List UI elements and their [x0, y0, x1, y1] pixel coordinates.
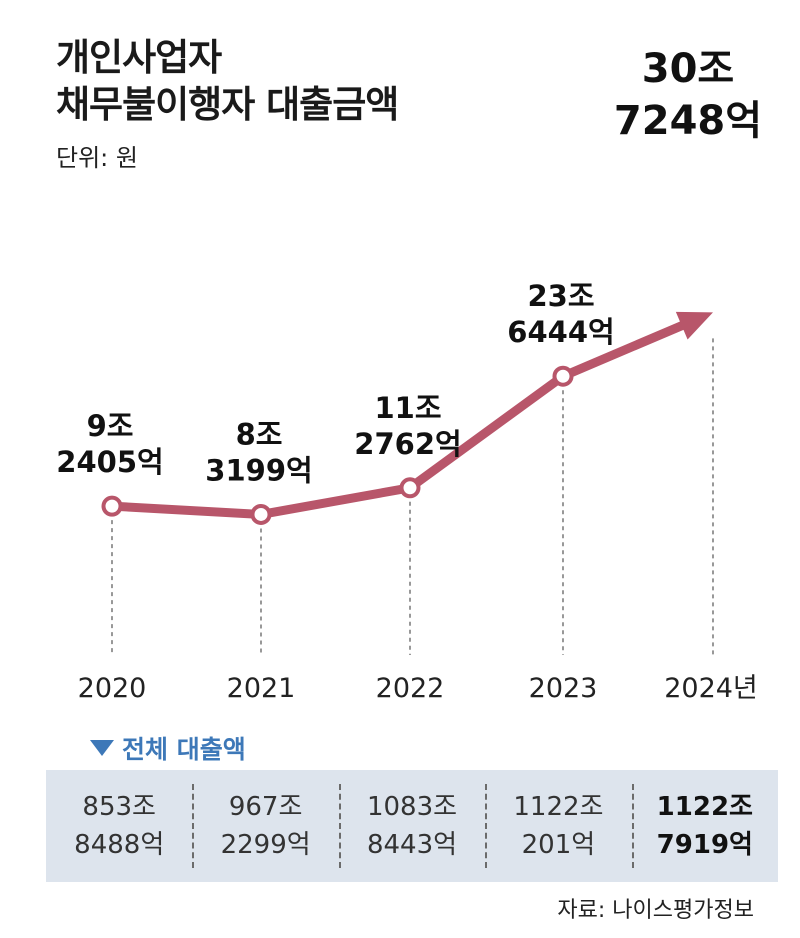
- cell-line-2: 2299억: [220, 830, 311, 860]
- data-point: [101, 495, 123, 517]
- total-loan-panel: 853조 8488억 967조 2299억 1083조 8443억 1122조 …: [46, 770, 778, 882]
- cell-line-1: 1083조: [366, 792, 458, 822]
- data-point: [250, 503, 272, 525]
- panel-heading: 전체 대출액: [90, 730, 246, 766]
- panel-heading-label: 전체 대출액: [122, 735, 246, 764]
- data-label: 6444억: [507, 315, 614, 349]
- data-label: 7248억: [614, 98, 762, 144]
- triangle-down-icon: [90, 740, 114, 756]
- data-label: 23조: [527, 279, 594, 313]
- panel-cell: 1122조 201억: [485, 770, 631, 882]
- cell-line-1: 1122조: [513, 792, 604, 822]
- data-label: 9조: [87, 409, 134, 443]
- x-tick-label: 2022: [376, 673, 445, 704]
- x-tick-label: 2023: [529, 673, 598, 704]
- data-point: [552, 365, 574, 387]
- data-label: 11조: [374, 391, 441, 425]
- data-label: 2762억: [354, 427, 461, 461]
- panel-cell: 1083조 8443억: [338, 770, 485, 882]
- unit-label: 단위: 원: [56, 144, 138, 172]
- chart-title: 개인사업자 채무불이행자 대출금액: [56, 34, 399, 128]
- cell-line-2: 8488억: [74, 830, 165, 860]
- data-point: [399, 477, 421, 499]
- title-line-1: 개인사업자: [56, 36, 222, 79]
- cell-line-2: 7919억: [656, 830, 753, 860]
- panel-cell: 853조 8488억: [46, 770, 192, 882]
- x-tick-label: 2020: [78, 673, 147, 704]
- x-tick-label: 2024년: [664, 673, 758, 704]
- panel-cell: 967조 2299억: [192, 770, 338, 882]
- cell-line-1: 967조: [228, 792, 303, 822]
- arrow-icon: [675, 311, 713, 340]
- panel-cell-latest: 1122조 7919억: [631, 770, 778, 882]
- cell-line-2: 201억: [521, 830, 596, 860]
- cell-line-2: 8443억: [366, 830, 458, 860]
- data-label: 2405억: [56, 445, 163, 479]
- x-tick-label: 2021: [227, 673, 296, 704]
- data-label: 8조: [236, 417, 283, 451]
- data-label: 30조: [642, 46, 734, 92]
- data-label: 3199억: [205, 453, 312, 487]
- title-line-2: 채무불이행자 대출금액: [56, 83, 399, 126]
- cell-line-1: 853조: [82, 792, 156, 822]
- source-note: 자료: 나이스평가정보: [557, 898, 754, 923]
- cell-line-1: 1122조: [656, 792, 753, 822]
